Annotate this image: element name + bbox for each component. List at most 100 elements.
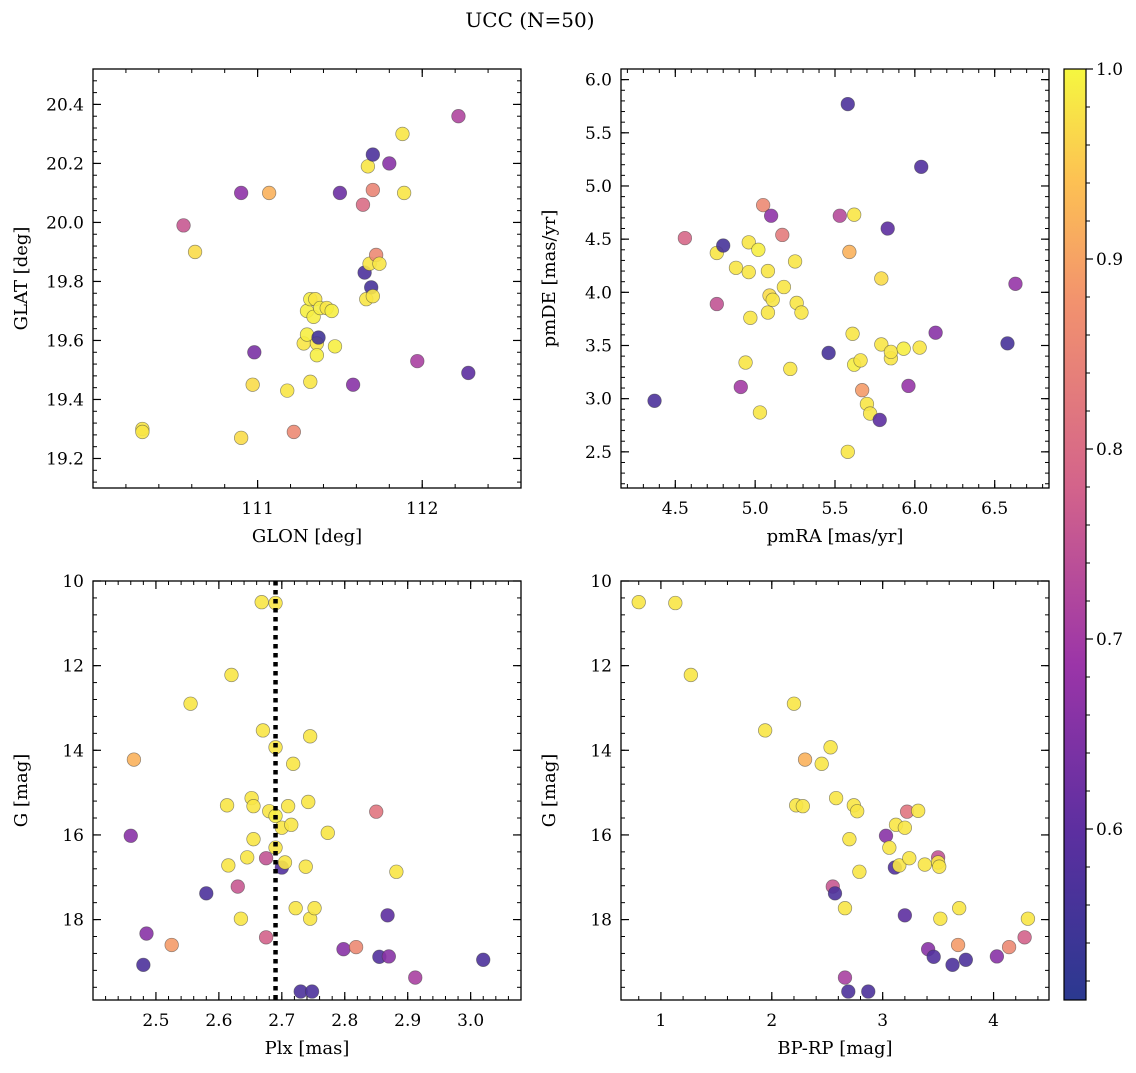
y-tick-label: 2.5 — [585, 443, 612, 463]
y-tick-label: 4.5 — [585, 230, 612, 250]
scatter-point — [286, 756, 301, 771]
scatter-point — [775, 227, 790, 243]
scatter-point — [277, 855, 293, 870]
scatter-point — [1020, 911, 1036, 926]
scatter-point — [246, 832, 261, 847]
scatter-point — [683, 667, 699, 683]
x-tick-label: 112 — [406, 499, 438, 519]
scatter-point — [912, 340, 927, 355]
y-tick-label: 20.0 — [46, 213, 84, 233]
scatter-point — [298, 859, 313, 874]
colorbar: 0.6 0.7 0.8 0.9 1.0 — [1063, 60, 1123, 1001]
scatter-point — [911, 803, 926, 818]
colorbar-gradient — [1063, 68, 1087, 1001]
x-tick-label: 6.5 — [981, 499, 1008, 519]
scatter-point — [365, 289, 380, 304]
colorbar-tick-label: 0.8 — [1096, 440, 1123, 460]
scatter-point — [794, 305, 809, 320]
scatter-point — [765, 292, 780, 307]
scatter-point — [795, 799, 810, 814]
scatter-point — [408, 970, 423, 985]
scatter-point — [219, 798, 235, 813]
y-tick-label: 12 — [590, 657, 612, 677]
scatter-point — [261, 185, 277, 201]
scatter-point — [842, 244, 857, 260]
scatter-point — [247, 345, 262, 360]
points-layer — [631, 595, 1036, 999]
x-axis-label: pmRA [mas/yr] — [767, 526, 904, 547]
scatter-point — [1008, 276, 1023, 291]
scatter-point — [892, 858, 907, 873]
x-tick-label: 111 — [241, 499, 273, 519]
colorbar-tick-label: 0.9 — [1096, 250, 1123, 270]
scatter-point — [183, 696, 198, 711]
scatter-point — [1000, 336, 1015, 351]
scatter-point — [741, 264, 756, 280]
scatter-point — [284, 817, 299, 832]
y-tick-label: 10 — [590, 572, 612, 592]
scatter-point — [221, 858, 236, 873]
scatter-point — [372, 256, 387, 271]
scatter-point — [752, 405, 768, 420]
scatter-point — [841, 984, 856, 999]
scatter-point — [728, 260, 744, 276]
scatter-point — [880, 221, 895, 236]
scatter-point — [382, 156, 397, 171]
points-layer — [647, 96, 1023, 459]
scatter-point — [845, 326, 860, 341]
scatter-point — [882, 840, 897, 855]
scatter-point — [883, 344, 899, 360]
scatter-point — [847, 207, 862, 222]
scatter-point — [164, 937, 179, 953]
scatter-point — [933, 911, 948, 926]
scatter-point — [757, 723, 773, 738]
scatter-point — [233, 911, 249, 926]
scatter-point — [842, 832, 857, 847]
scatter-point — [950, 937, 966, 953]
scatter-point — [176, 218, 191, 233]
y-tick-label: 18 — [62, 911, 84, 931]
scatter-point — [668, 595, 683, 611]
scatter-point — [476, 952, 491, 967]
axes-frame — [620, 580, 1050, 1001]
scatter-point — [814, 756, 829, 771]
scatter-point — [135, 424, 150, 440]
scatter-point — [902, 851, 917, 866]
scatter-point — [240, 850, 255, 865]
scatter-point — [255, 723, 271, 738]
points-layer — [135, 109, 476, 445]
scatter-point — [776, 279, 792, 295]
x-axis-label: Plx [mas] — [265, 1038, 350, 1059]
scatter-point — [410, 353, 425, 369]
x-tick-label: 6.0 — [901, 499, 928, 519]
scatter-point — [234, 185, 249, 201]
scatter-panel-1: 111 112 19.2 19.4 19.6 19.8 20.0 20.2 20.4 GLON [… — [11, 68, 522, 547]
scatter-point — [760, 305, 776, 320]
scatter-point — [234, 430, 249, 445]
scatter-point — [832, 208, 847, 223]
scatter-point — [828, 790, 844, 806]
scatter-point — [945, 957, 960, 973]
colorbar-tick-label: 1.0 — [1096, 60, 1123, 80]
scatter-point — [369, 804, 384, 819]
scatter-point — [958, 952, 973, 967]
y-tick-label: 20.2 — [46, 154, 84, 174]
scatter-point — [302, 729, 318, 744]
scatter-point — [827, 886, 843, 901]
scatter-point — [348, 939, 364, 955]
scatter-point — [837, 901, 853, 916]
scatter-point — [741, 235, 756, 250]
scatter-point — [677, 230, 693, 246]
y-tick-label: 6.0 — [585, 71, 612, 91]
scatter-point — [327, 339, 343, 354]
scatter-point — [760, 263, 776, 279]
scatter-point — [301, 794, 316, 810]
scatter-point — [1001, 939, 1017, 955]
scatter-point — [783, 361, 798, 377]
x-tick-label: 2.9 — [394, 1011, 421, 1031]
y-axis-label: G [mag] — [539, 754, 560, 827]
x-axis-label: GLON [deg] — [252, 526, 362, 547]
y-tick-label: 16 — [590, 826, 612, 846]
scatter-point — [840, 96, 855, 112]
y-axis-label: GLAT [deg] — [11, 227, 32, 331]
